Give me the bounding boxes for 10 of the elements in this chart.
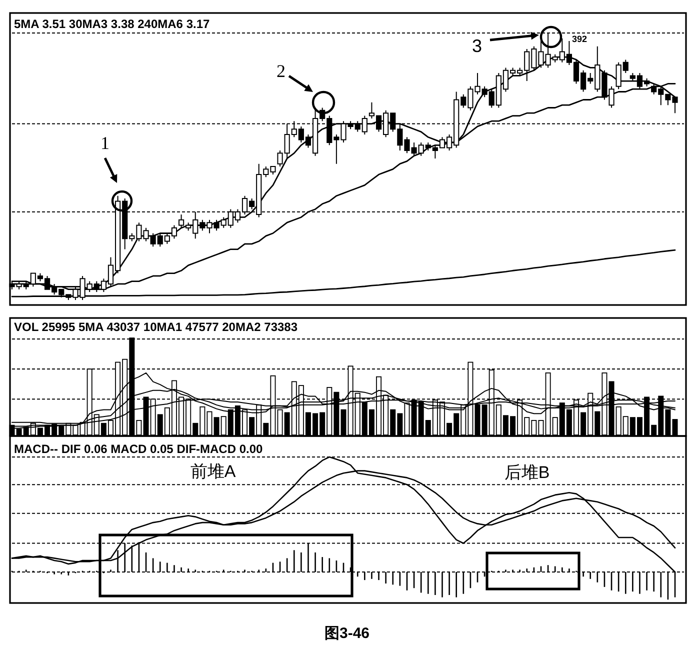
annotation: 392 bbox=[572, 34, 588, 44]
annotation: 3 bbox=[472, 36, 482, 56]
caption: 图3-46 bbox=[324, 625, 370, 642]
text: 5MA 3.51 30MA3 3.38 240MA6 3.17 bbox=[14, 17, 210, 31]
text: VOL 25995 5MA 43037 10MA1 47577 20MA2 73383 bbox=[14, 320, 298, 334]
text: MACD-- DIF 0.06 MACD 0.05 DIF-MACD 0.00 bbox=[14, 442, 264, 456]
annotation: 后堆B bbox=[504, 463, 550, 482]
annotation: 前堆A bbox=[190, 462, 236, 481]
annotation: 1 bbox=[100, 133, 110, 153]
annotation: 2 bbox=[276, 61, 286, 81]
